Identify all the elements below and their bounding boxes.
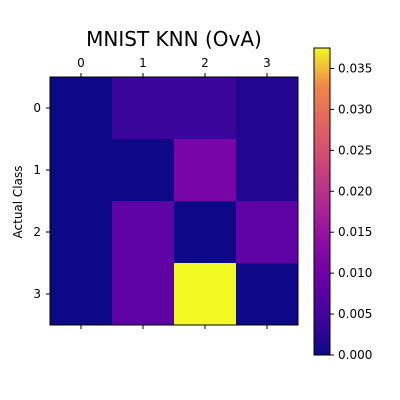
heatmap-cell-r0-c2 (174, 77, 237, 140)
colorbar-tick-label: 0.000 (338, 348, 372, 362)
colorbar-tick-label: 0.020 (338, 184, 372, 198)
y-tick-label: 3 (33, 287, 41, 301)
heatmap-cell-r1-c1 (112, 139, 175, 202)
heatmap-cell-r3-c2 (174, 263, 237, 326)
heatmap-cell-r1-c0 (50, 139, 113, 202)
y-tick-label: 1 (33, 163, 41, 177)
x-tick-label: 0 (77, 56, 85, 70)
y-tick-label: 2 (33, 225, 41, 239)
colorbar-tick-label: 0.030 (338, 102, 372, 116)
plot-frame (49, 76, 299, 326)
heatmap-cell-r2-c3 (236, 201, 299, 264)
heatmap-cells (50, 77, 299, 326)
x-tick-label: 3 (263, 56, 271, 70)
colorbar (313, 47, 331, 356)
y-axis-label: Actual Class (11, 166, 25, 239)
colorbar-tick-label: 0.025 (338, 143, 372, 157)
heatmap-cell-r3-c3 (236, 263, 299, 326)
colorbar-tick-label: 0.015 (338, 225, 372, 239)
colorbar-ticks: 0.000 0.005 0.010 0.015 0.020 0.025 0.030 0.035 (330, 61, 372, 362)
heatmap-cell-r2-c2 (174, 201, 237, 264)
heatmap-cell-r0-c1 (112, 77, 175, 140)
y-tick-label: 0 (33, 101, 41, 115)
colorbar-tick-label: 0.005 (338, 307, 372, 321)
heatmap-cell-r1-c3 (236, 139, 299, 202)
colorbar-tick-label: 0.010 (338, 266, 372, 280)
heatmap-cell-r2-c1 (112, 201, 175, 264)
heatmap-cell-r0-c3 (236, 77, 299, 140)
heatmap-cell-r3-c0 (50, 263, 113, 326)
heatmap-cell-r1-c2 (174, 139, 237, 202)
colorbar-tick-label: 0.035 (338, 61, 372, 75)
y-ticks: 0 1 2 3 (33, 101, 50, 301)
heatmap-cell-r3-c1 (112, 263, 175, 326)
chart-title: MNIST KNN (OvA) (86, 27, 262, 51)
x-tick-label: 2 (201, 56, 209, 70)
heatmap-cell-r2-c0 (50, 201, 113, 264)
x-tick-label: 1 (139, 56, 147, 70)
x-ticks: 0 1 2 3 (77, 56, 271, 329)
heatmap-cell-r0-c0 (50, 77, 113, 140)
